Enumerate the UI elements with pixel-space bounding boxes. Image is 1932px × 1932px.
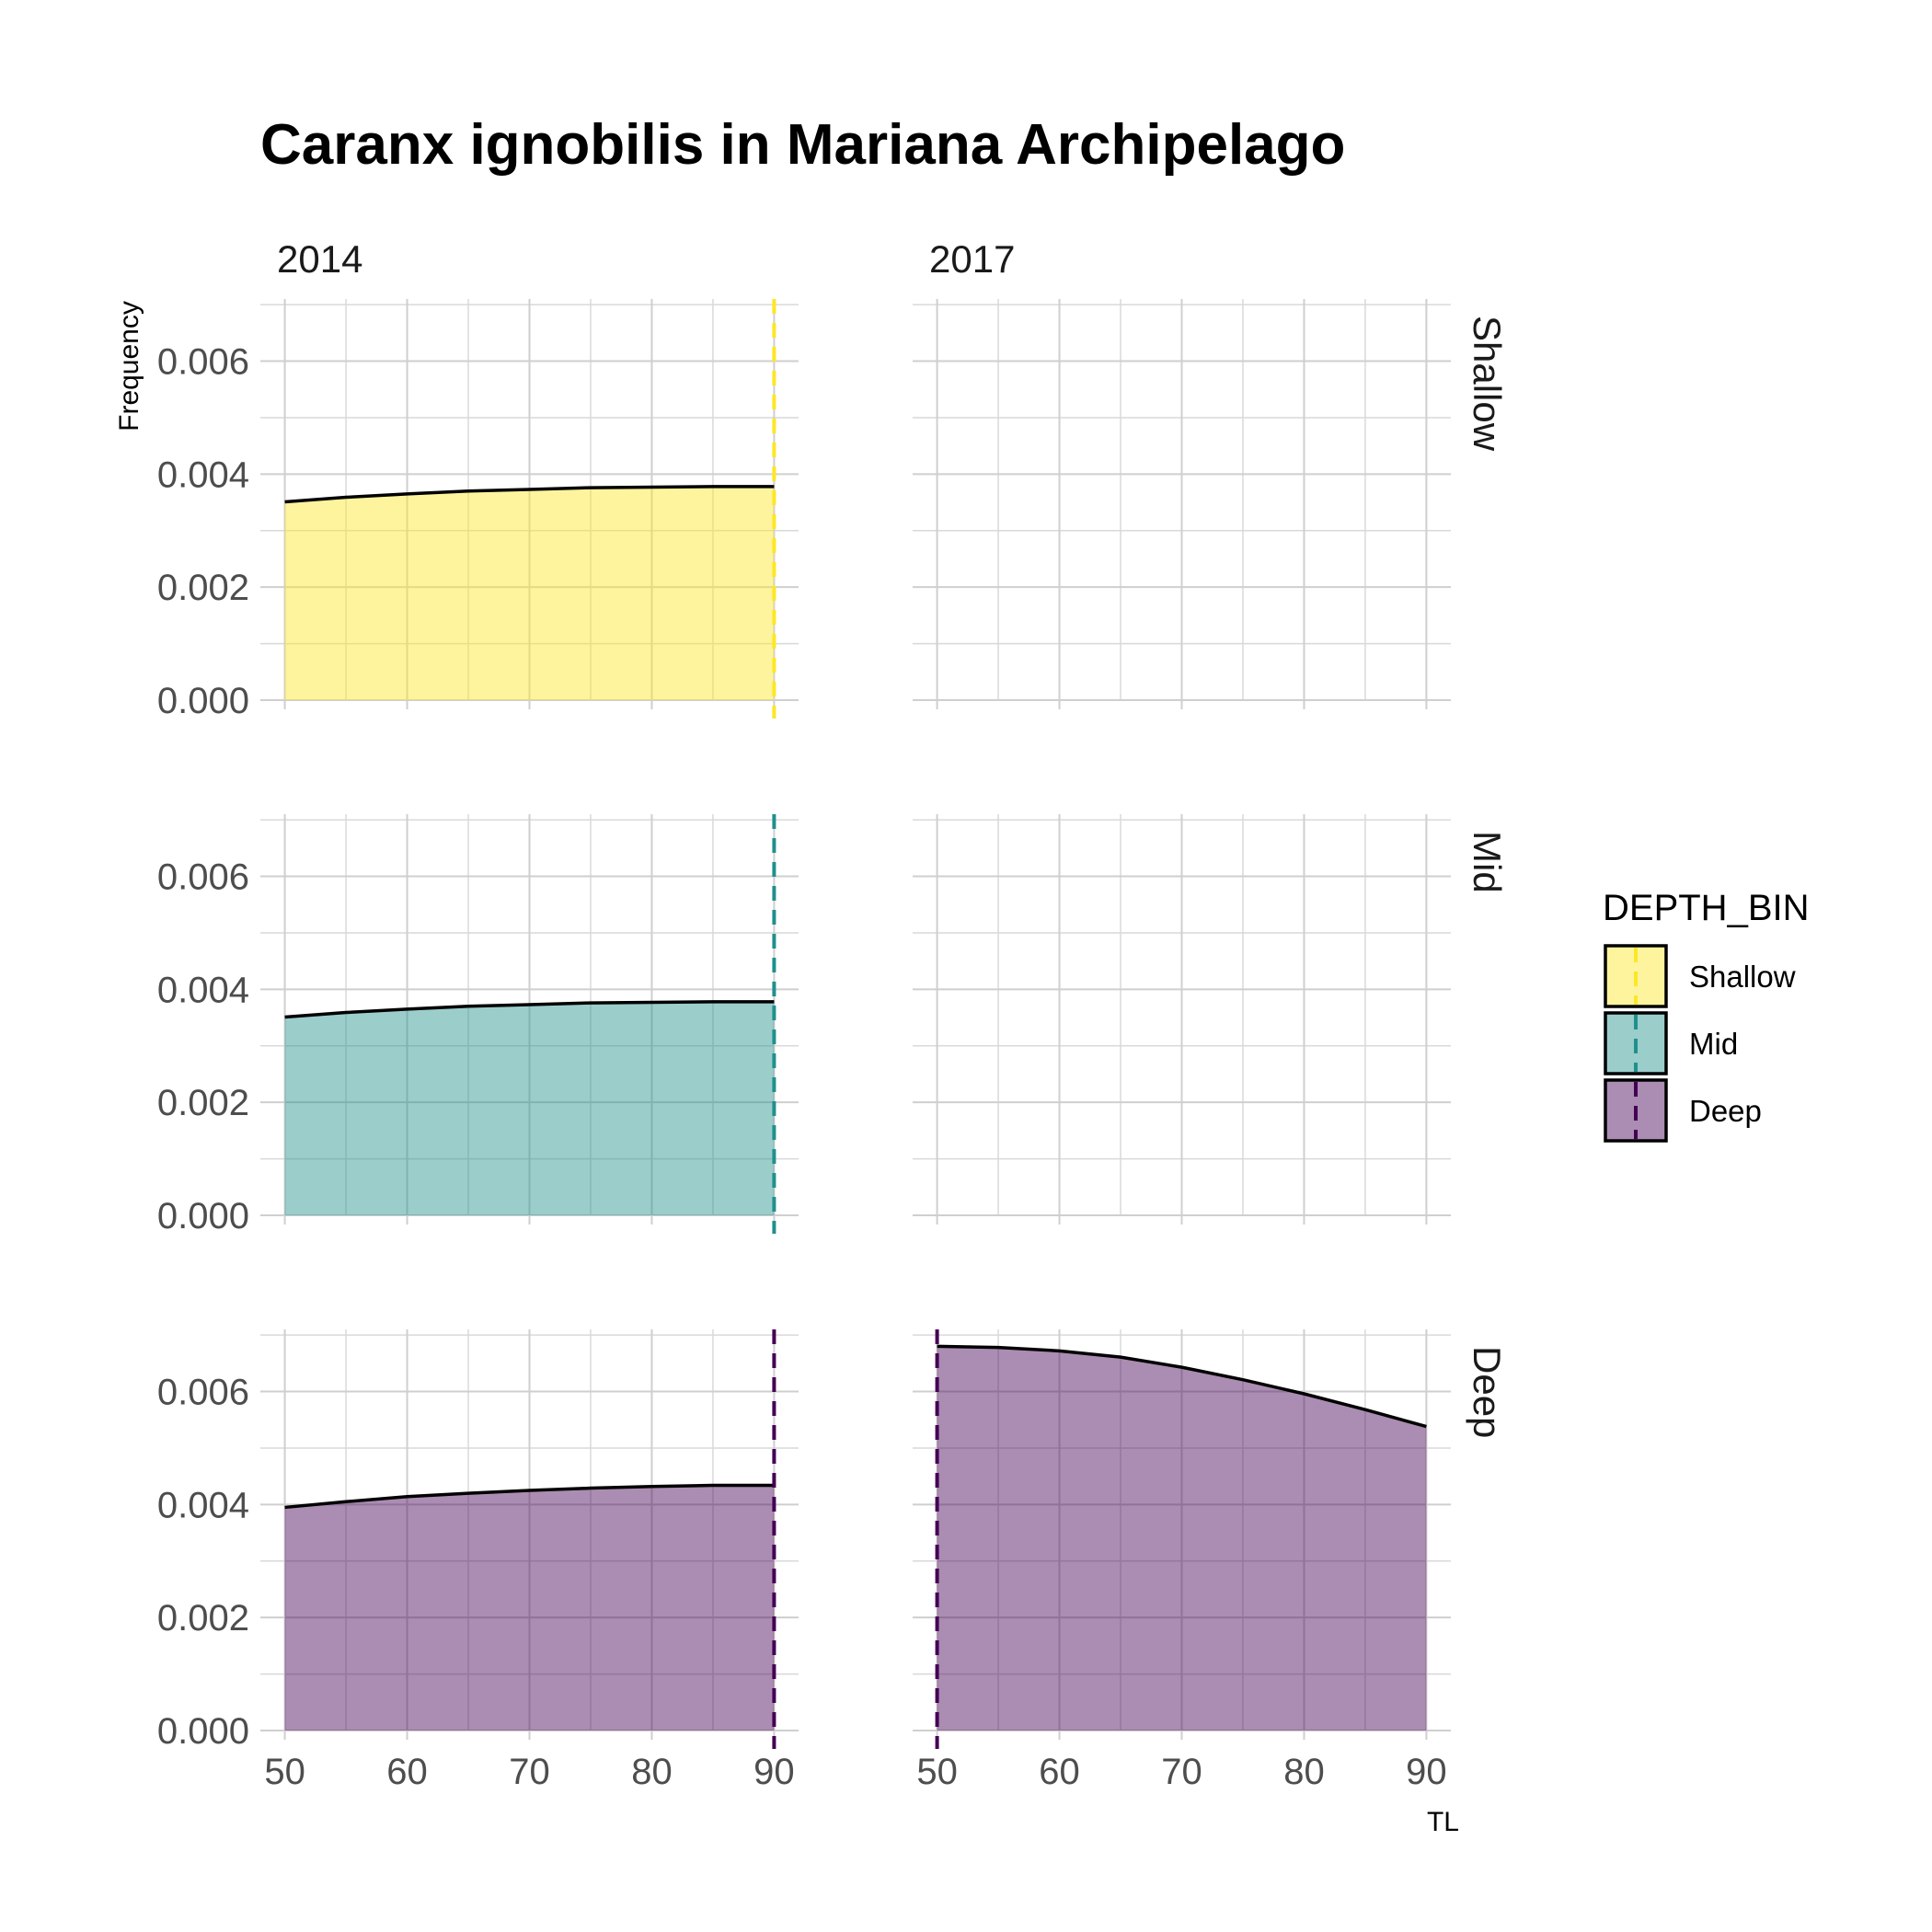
legend-item-shallow: Shallow bbox=[1604, 944, 1796, 1008]
y-tick-label: 0.006 bbox=[157, 342, 249, 383]
y-tick-label: 0.000 bbox=[157, 681, 249, 721]
x-tick-label: 80 bbox=[1283, 1752, 1325, 1792]
legend-item-deep: Deep bbox=[1604, 1078, 1762, 1143]
y-tick-label: 0.006 bbox=[157, 1373, 249, 1413]
y-tick-label: 0.004 bbox=[157, 970, 249, 1010]
strip-label-shallow: Shallow bbox=[1466, 316, 1509, 452]
y-tick-label: 0.004 bbox=[157, 1485, 249, 1525]
x-tick-label: 50 bbox=[264, 1752, 305, 1792]
x-tick-label: 80 bbox=[631, 1752, 673, 1792]
panel-2017-mid bbox=[913, 814, 1451, 1225]
panel-2014-deep: 0.000 0.002 0.004 0.006 50 60 70 80 90 bbox=[157, 1329, 799, 1792]
density-curve bbox=[937, 1344, 1427, 1429]
chart-title: Caranx ignobilis in Mariana Archipelago bbox=[260, 113, 1345, 177]
y-tick-label: 0.006 bbox=[157, 857, 249, 898]
density-area bbox=[284, 486, 775, 700]
legend-label: Deep bbox=[1689, 1094, 1762, 1128]
x-tick-label: 70 bbox=[1161, 1752, 1202, 1792]
panel-2017-deep: 50 60 70 80 90 bbox=[913, 1329, 1451, 1792]
x-tick-label: 90 bbox=[1406, 1752, 1447, 1792]
density-curve bbox=[284, 485, 775, 504]
y-axis-label: Frequency bbox=[114, 301, 144, 431]
density-area bbox=[284, 1485, 775, 1731]
legend-title: DEPTH_BIN bbox=[1603, 888, 1810, 928]
strip-label-deep: Deep bbox=[1466, 1346, 1509, 1438]
y-tick-label: 0.002 bbox=[157, 1598, 249, 1639]
strip-label-2014: 2014 bbox=[277, 237, 362, 281]
legend-item-mid: Mid bbox=[1604, 1011, 1738, 1075]
x-tick-label: 60 bbox=[1039, 1752, 1080, 1792]
density-curve bbox=[284, 1483, 775, 1510]
facet-strips: 2014 2017 Shallow Mid Deep bbox=[277, 237, 1509, 1438]
panel-2014-shallow: 0.000 0.002 0.004 0.006 bbox=[157, 299, 799, 721]
legend: DEPTH_BIN Shallow Mid Deep bbox=[1603, 888, 1810, 1143]
x-axis-label: TL bbox=[1427, 1807, 1459, 1837]
panel-2014-mid: 0.000 0.002 0.004 0.006 bbox=[157, 814, 799, 1236]
y-tick-label: 0.002 bbox=[157, 568, 249, 608]
density-area bbox=[937, 1346, 1427, 1731]
x-tick-label: 70 bbox=[509, 1752, 550, 1792]
y-tick-label: 0.000 bbox=[157, 1711, 249, 1752]
y-tick-label: 0.000 bbox=[157, 1196, 249, 1236]
x-tick-label: 60 bbox=[386, 1752, 428, 1792]
density-area bbox=[284, 1001, 775, 1215]
legend-label: Shallow bbox=[1689, 960, 1796, 994]
strip-label-2017: 2017 bbox=[929, 237, 1015, 281]
legend-label: Mid bbox=[1689, 1027, 1738, 1061]
y-tick-label: 0.004 bbox=[157, 454, 249, 495]
strip-label-mid: Mid bbox=[1466, 831, 1509, 893]
facet-panels: 0.000 0.002 0.004 0.006 0.000 0.002 0.004 0.006… bbox=[157, 299, 1451, 1792]
density-curve bbox=[284, 1000, 775, 1019]
x-tick-label: 50 bbox=[916, 1752, 958, 1792]
x-tick-label: 90 bbox=[753, 1752, 795, 1792]
y-tick-label: 0.002 bbox=[157, 1083, 249, 1123]
panel-2017-shallow bbox=[913, 299, 1451, 709]
